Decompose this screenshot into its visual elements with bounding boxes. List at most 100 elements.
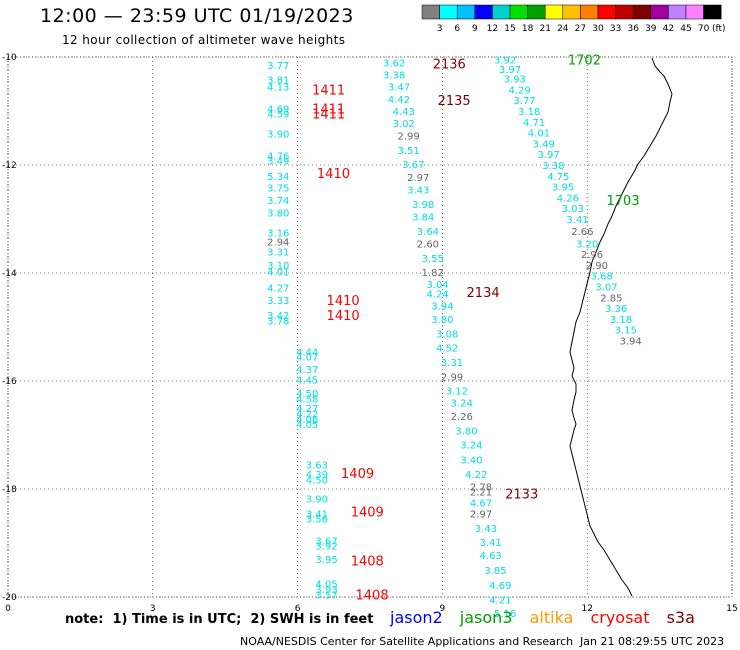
swh-label: 3.24 (460, 441, 482, 452)
swh-label: 3.94 (431, 301, 453, 312)
swh-label: 4.44 (296, 347, 318, 358)
swh-label: 4.29 (508, 85, 530, 96)
swh-label: 3.43 (475, 524, 497, 535)
swh-label: 3.55 (422, 254, 444, 265)
swh-label: 3.15 (615, 326, 637, 337)
swh-label: 4.22 (465, 470, 487, 481)
legend-swatch (668, 4, 687, 20)
swh-label: 5.16 (494, 609, 516, 620)
swh-label: 3.80 (267, 209, 289, 220)
swh-label: 3.81 (267, 76, 289, 87)
swh-label: 3.08 (436, 329, 458, 340)
orbit-pass-label: 1410 (327, 294, 360, 309)
swh-label: 3.94 (620, 337, 642, 348)
legend-tick: 33 (610, 24, 621, 34)
swh-label: 4.50 (306, 475, 328, 486)
swh-label: 2.97 (407, 173, 429, 184)
swh-label: 4.05 (296, 420, 318, 431)
map-grid: 0 3 6 9 12 15 -10 -12 -14 -16 -18 -20 (2, 53, 738, 614)
swh-label: 3.97 (499, 65, 521, 76)
legend-swatch (527, 4, 546, 20)
swh-label: 3.78 (267, 317, 289, 328)
swh-label: 3.77 (513, 96, 535, 107)
swh-label: 4.01 (528, 129, 550, 140)
lat-tick-label: -20 (2, 593, 17, 603)
swh-label: 2.85 (600, 293, 622, 304)
sat-jason2: jason2 (390, 608, 443, 627)
swh-label: 3.03 (562, 204, 584, 215)
legend-tick: 24 (557, 24, 569, 34)
sat-jason3: jason3 (459, 608, 513, 627)
swh-label: 4.13 (267, 83, 289, 94)
legend-tick: 15 (504, 24, 515, 34)
sat-s3a: s3a (666, 608, 695, 627)
legend-swatch (703, 4, 722, 20)
swh-label: 2.78 (470, 482, 492, 493)
coastline (569, 57, 673, 597)
lat-tick-label: -14 (2, 269, 17, 279)
swh-label: 3.84 (412, 212, 434, 223)
swh-label: 3.12 (446, 387, 468, 398)
swh-label: 3.56 (306, 515, 328, 526)
legend-tick: 6 (454, 24, 460, 34)
swh-label: 4.42 (388, 95, 410, 106)
legend-unit: (ft) (712, 24, 726, 34)
sat-cryosat: cryosat (590, 608, 650, 627)
orbit-pass-label: 1409 (351, 506, 384, 521)
swh-label: 4.07 (296, 353, 318, 364)
orbit-pass-label: 1411 (312, 83, 345, 98)
legend-swatch (632, 4, 652, 20)
swh-label: 4.71 (523, 118, 545, 129)
swh-label: 3.43 (407, 185, 429, 196)
swh-label: 4.06 (296, 415, 318, 426)
swh-label: 3.95 (552, 183, 574, 194)
swh-label: 3.02 (393, 119, 415, 130)
orbit-pass-label: 2134 (467, 286, 500, 301)
legend-tick: 70 (698, 24, 710, 34)
lon-tick-label: 15 (726, 604, 737, 614)
map-frame (7, 56, 733, 598)
legend-tick: 30 (592, 24, 604, 34)
lon-tick-label: 3 (150, 604, 156, 614)
swh-label: 3.10 (267, 261, 289, 272)
swh-label: 3.67 (402, 160, 424, 171)
swh-label: 4.39 (306, 470, 328, 481)
swh-label: 3.98 (412, 200, 434, 211)
swh-label: 3.18 (610, 315, 632, 326)
swh-label: 3.93 (504, 75, 526, 86)
swh-label: 4.52 (436, 344, 458, 355)
chart-title: 12:00 — 23:59 UTC 01/19/2023 (40, 5, 354, 27)
timestamp: Jan 21 08:29:55 UTC 2023 (580, 635, 725, 648)
swh-label: 2.99 (397, 131, 419, 142)
swh-label: 3.90 (267, 130, 289, 141)
swh-label: 2.26 (451, 412, 473, 423)
swh-label: 3.97 (537, 150, 559, 161)
swh-label: 4.63 (480, 551, 502, 562)
swh-label: 2.60 (417, 239, 439, 250)
swh-label: 3.41 (306, 509, 328, 520)
swh-label: 3.85 (484, 566, 506, 577)
orbit-pass-label: 1408 (351, 554, 384, 569)
satellite-legend: jason2 jason3 altika cryosat s3a (390, 608, 707, 627)
swh-label: 4.24 (426, 290, 448, 301)
swh-label: 2.99 (441, 373, 463, 384)
legend-tick: 39 (645, 24, 657, 34)
orbit-pass-label: 1411 (312, 102, 345, 117)
lon-tick-label: 9 (440, 604, 446, 614)
legend-tick: 9 (472, 24, 478, 34)
legend-swatch (615, 4, 634, 20)
credit-text: NOAA/NESDIS Center for Satellite Applica… (240, 635, 574, 648)
swh-label: 2.96 (581, 250, 603, 261)
swh-label: 3.92 (315, 542, 337, 553)
legend-tick: 3 (437, 24, 443, 34)
swh-label: 3.74 (267, 196, 289, 207)
altimeter-tracks: 3.773.814.134.694.593.904.763.495.343.75… (267, 54, 642, 621)
swh-label: 4.45 (296, 375, 318, 386)
swh-label: 3.41 (566, 215, 588, 226)
swh-label: 3.36 (605, 304, 627, 315)
swh-label: 3.18 (518, 107, 540, 118)
swh-label: 2.90 (586, 261, 608, 272)
swh-label: 3.38 (383, 70, 405, 81)
legend-swatch (685, 4, 704, 20)
swh-label: 3.95 (315, 555, 337, 566)
